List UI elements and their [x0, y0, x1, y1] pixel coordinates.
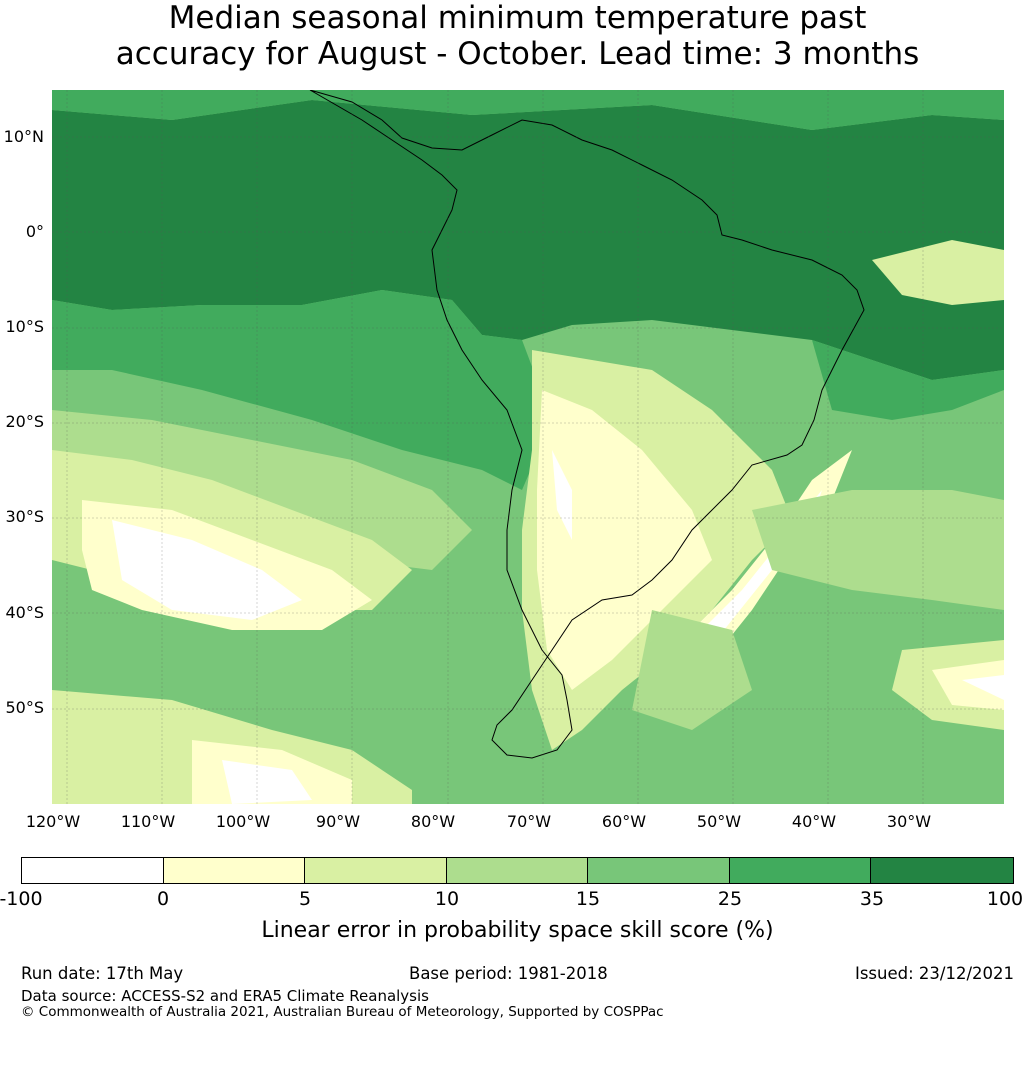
- lat-label: 50°S: [5, 698, 44, 717]
- colorbar-tick: 0: [156, 888, 170, 910]
- colorbar-label: Linear error in probability space skill …: [261, 918, 774, 943]
- coastline: [309, 90, 865, 759]
- colorbar-tick: 25: [717, 888, 743, 910]
- lat-label: 10°N: [3, 127, 44, 146]
- skill-patch: [52, 290, 552, 490]
- colorbar-tick: 10: [434, 888, 460, 910]
- colorbar-segment: [447, 858, 588, 883]
- colorbar-tick: -100: [0, 888, 43, 910]
- map-canvas: [52, 90, 1004, 804]
- lat-label: 40°S: [5, 603, 44, 622]
- colorbar-segment: [305, 858, 448, 883]
- lat-label: 20°S: [5, 412, 44, 431]
- high-skill-zone-north: [52, 100, 1004, 380]
- issued-date: Issued: 23/12/2021: [854, 964, 1014, 983]
- colorbar-segment: [22, 858, 164, 883]
- lon-label: 90°W: [315, 812, 361, 831]
- lon-label: 70°W: [506, 812, 552, 831]
- low-skill-patch: [962, 675, 1004, 700]
- lon-label: 30°W: [886, 812, 932, 831]
- low-skill-patch: [222, 760, 312, 804]
- lat-label: 0°: [25, 222, 44, 241]
- colorbar-segment: [163, 858, 306, 883]
- title-line-2: accuracy for August - October. Lead time…: [115, 36, 920, 72]
- lat-label: 30°S: [5, 507, 44, 526]
- lon-label: 40°W: [791, 812, 837, 831]
- skill-patch: [932, 660, 1004, 710]
- low-skill-patch: [112, 520, 302, 620]
- low-skill-patch: [552, 450, 572, 540]
- colorbar-tick: 15: [575, 888, 601, 910]
- lon-label: 110°W: [120, 812, 176, 831]
- skill-map: [52, 90, 1004, 804]
- colorbar-segment: [871, 858, 1014, 883]
- base-period: Base period: 1981-2018: [409, 964, 608, 983]
- map-title: Median seasonal minimum temperature past…: [0, 0, 1035, 72]
- title-line-1: Median seasonal minimum temperature past: [168, 0, 867, 36]
- colorbar-tick: 100: [986, 888, 1024, 910]
- lat-label: 10°S: [5, 317, 44, 336]
- colorbar-tick: 35: [859, 888, 885, 910]
- copyright: © Commonwealth of Australia 2021, Austra…: [21, 1004, 664, 1020]
- lon-label: 120°W: [25, 812, 81, 831]
- colorbar-segment: [587, 858, 730, 883]
- colorbar: [21, 857, 1014, 884]
- skill-patch: [752, 490, 1004, 610]
- lon-label: 80°W: [410, 812, 456, 831]
- lon-label: 60°W: [601, 812, 647, 831]
- run-date: Run date: 17th May: [21, 964, 184, 983]
- skill-patch: [812, 340, 1004, 420]
- colorbar-tick: 5: [298, 888, 312, 910]
- skill-patch: [872, 240, 1004, 305]
- skill-patch: [537, 390, 712, 690]
- lon-label: 100°W: [215, 812, 271, 831]
- skill-patch: [632, 610, 752, 730]
- graticule: [52, 90, 1004, 804]
- lon-label: 50°W: [696, 812, 742, 831]
- colorbar-segment: [729, 858, 872, 883]
- data-source: Data source: ACCESS-S2 and ERA5 Climate …: [21, 987, 429, 1005]
- skill-patch: [52, 90, 1004, 130]
